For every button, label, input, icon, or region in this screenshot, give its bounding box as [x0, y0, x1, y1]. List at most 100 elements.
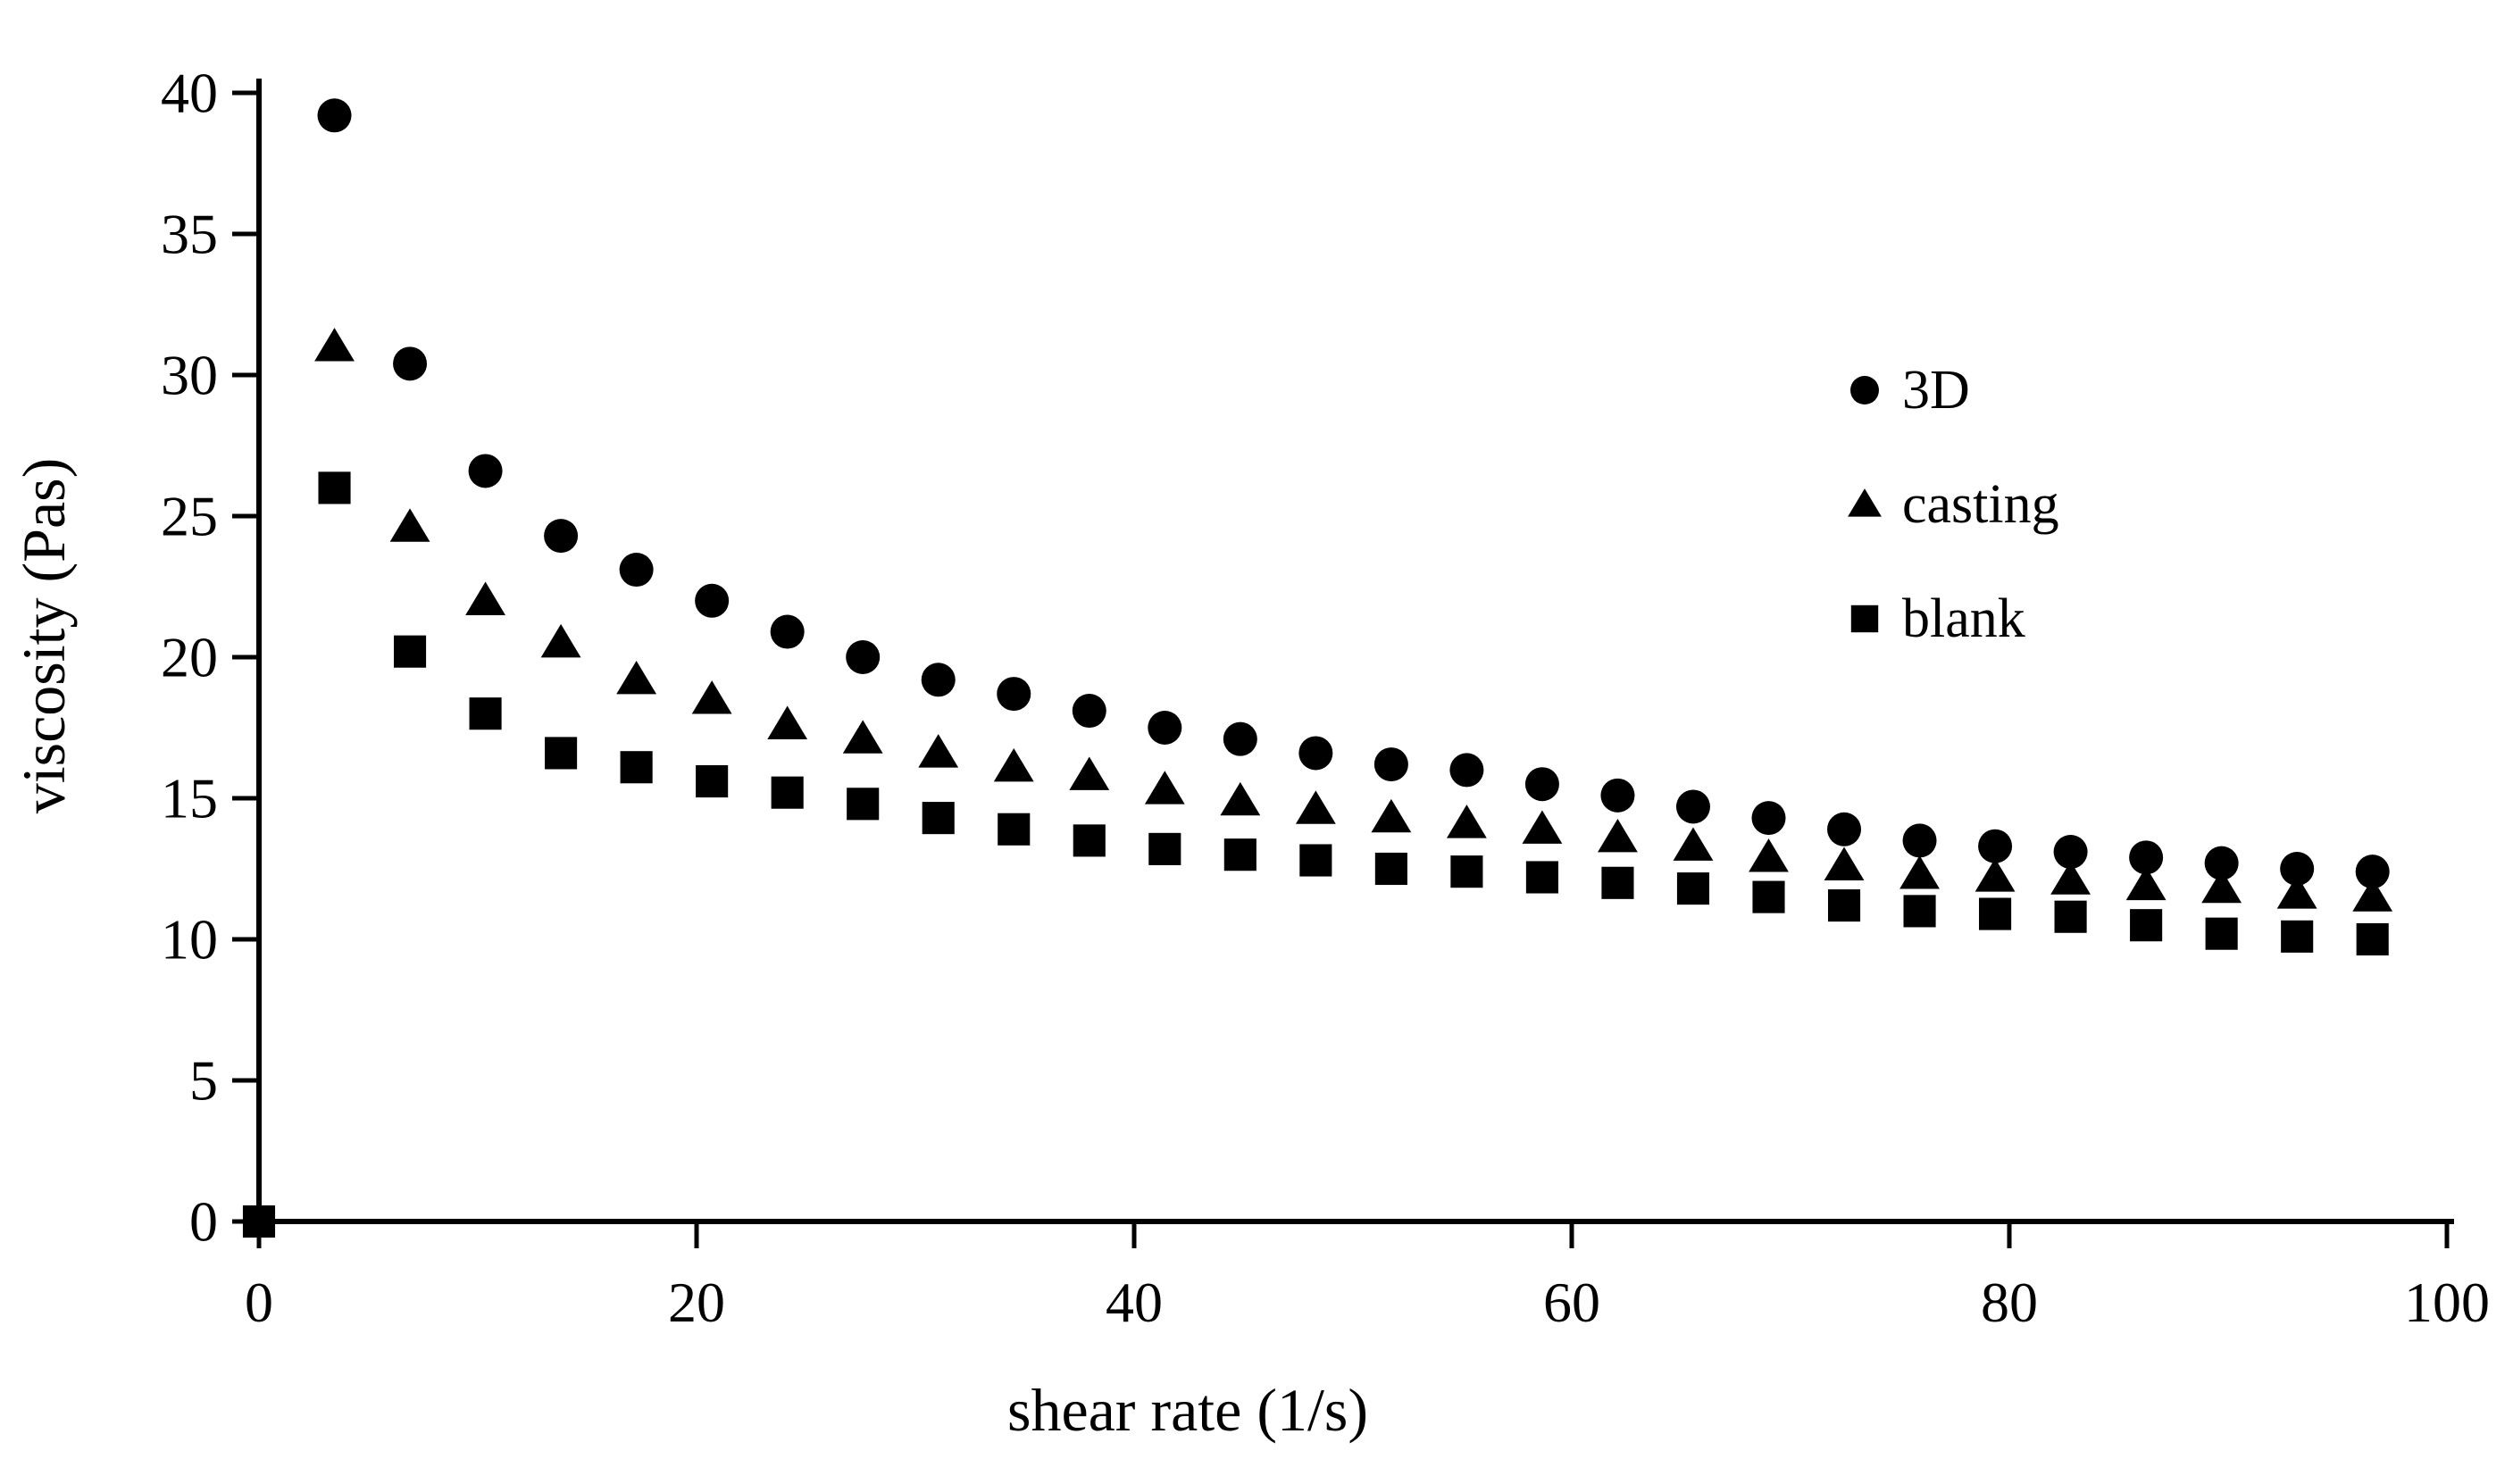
- point-3D: [1978, 829, 2013, 863]
- legend-label-blank: blank: [1902, 588, 2025, 649]
- point-casting: [1899, 855, 1940, 889]
- y-tick-label: 35: [161, 203, 218, 266]
- point-3D: [846, 640, 881, 674]
- point-casting: [1749, 838, 1789, 872]
- x-tick-label: 100: [2404, 1271, 2490, 1334]
- data-points: [242, 98, 2393, 1238]
- legend-marker-3D: [1850, 376, 1879, 404]
- x-tick-label: 60: [1543, 1271, 1600, 1334]
- legend-marker-casting: [1848, 488, 1882, 517]
- point-blank: [545, 737, 578, 770]
- point-blank: [1073, 824, 1106, 857]
- point-3D: [1600, 778, 1635, 813]
- point-3D: [2053, 835, 2088, 870]
- y-tick-label: 10: [161, 908, 218, 971]
- y-tick-label: 15: [161, 767, 218, 830]
- point-3D: [2204, 846, 2239, 880]
- point-casting: [314, 328, 355, 362]
- point-casting: [540, 623, 581, 658]
- point-casting: [2050, 861, 2091, 895]
- point-3D: [1373, 747, 1408, 782]
- point-3D: [544, 519, 579, 554]
- point-casting: [767, 705, 808, 739]
- x-tick-label: 0: [245, 1271, 273, 1334]
- point-casting: [993, 747, 1034, 782]
- x-tick-label: 80: [1981, 1271, 2038, 1334]
- legend-label-3D: 3D: [1902, 360, 1970, 421]
- point-3D: [468, 454, 503, 488]
- point-casting: [2125, 866, 2167, 901]
- point-3D: [1751, 801, 1786, 836]
- point-3D: [2280, 852, 2315, 886]
- y-tick-label: 0: [189, 1190, 218, 1254]
- point-casting: [2201, 869, 2242, 904]
- point-blank: [620, 751, 653, 784]
- point-blank: [1223, 838, 1256, 871]
- point-3D: [997, 677, 1031, 712]
- point-casting: [1673, 827, 1714, 861]
- point-blank: [2205, 917, 2238, 950]
- point-blank: [2130, 909, 2163, 942]
- point-casting: [1598, 818, 1638, 853]
- point-casting: [616, 661, 657, 695]
- point-casting: [1974, 858, 2016, 892]
- point-casting: [2352, 878, 2393, 912]
- point-blank: [1827, 889, 1861, 922]
- y-tick-label: 30: [161, 344, 218, 407]
- point-3D: [1449, 753, 1484, 788]
- point-3D: [393, 346, 428, 381]
- point-3D: [695, 583, 730, 618]
- point-3D: [1827, 812, 1862, 846]
- point-3D: [1675, 789, 1710, 824]
- point-casting: [1371, 798, 1412, 833]
- point-blank: [1676, 872, 1710, 905]
- point-3D: [2129, 840, 2164, 875]
- point-3D: [921, 663, 956, 697]
- y-tick-label: 40: [161, 62, 218, 125]
- point-casting: [1446, 805, 1487, 838]
- point-blank: [2281, 920, 2314, 953]
- point-3D: [1148, 711, 1182, 745]
- point-casting: [1522, 810, 1563, 844]
- legend-marker-blank: [1850, 604, 1879, 633]
- x-axis-title: shear rate (1/s): [1007, 1376, 1368, 1444]
- point-blank: [998, 813, 1031, 846]
- point-blank: [1601, 866, 1634, 899]
- legend-label-casting: casting: [1902, 474, 2059, 535]
- chart-legend: 3D casting blank: [1848, 360, 2059, 649]
- point-blank: [696, 764, 729, 798]
- point-blank: [771, 776, 804, 809]
- point-3D: [770, 614, 805, 649]
- point-blank: [1299, 844, 1332, 877]
- point-casting: [2276, 875, 2317, 909]
- point-3D: [1298, 736, 1333, 771]
- point-casting: [842, 720, 883, 754]
- point-blank: [2356, 922, 2389, 956]
- point-casting: [1069, 756, 1110, 790]
- point-blank: [922, 802, 955, 835]
- point-3D: [1902, 823, 1937, 858]
- point-3D: [619, 553, 654, 588]
- point-casting: [1220, 781, 1261, 816]
- point-casting: [465, 581, 505, 615]
- y-tick-label: 5: [189, 1049, 218, 1113]
- point-casting: [918, 734, 959, 768]
- point-casting: [691, 680, 732, 714]
- point-3D: [317, 98, 352, 133]
- x-tick-label: 20: [668, 1271, 725, 1334]
- point-blank: [469, 697, 502, 730]
- point-3D: [1524, 767, 1559, 802]
- point-blank: [1752, 880, 1785, 913]
- point-3D: [1223, 721, 1257, 756]
- point-blank: [318, 471, 351, 504]
- point-blank: [1374, 852, 1407, 886]
- point-blank: [1525, 861, 1558, 894]
- y-axis-ticks: 0 5 10 15 20 25 30 35 40: [161, 62, 259, 1254]
- x-axis-ticks: 0 20 40 60 80 100: [245, 1221, 2490, 1334]
- point-blank: [1148, 832, 1181, 865]
- point-3D: [1072, 694, 1106, 729]
- point-blank: [847, 788, 880, 821]
- point-casting: [389, 508, 430, 542]
